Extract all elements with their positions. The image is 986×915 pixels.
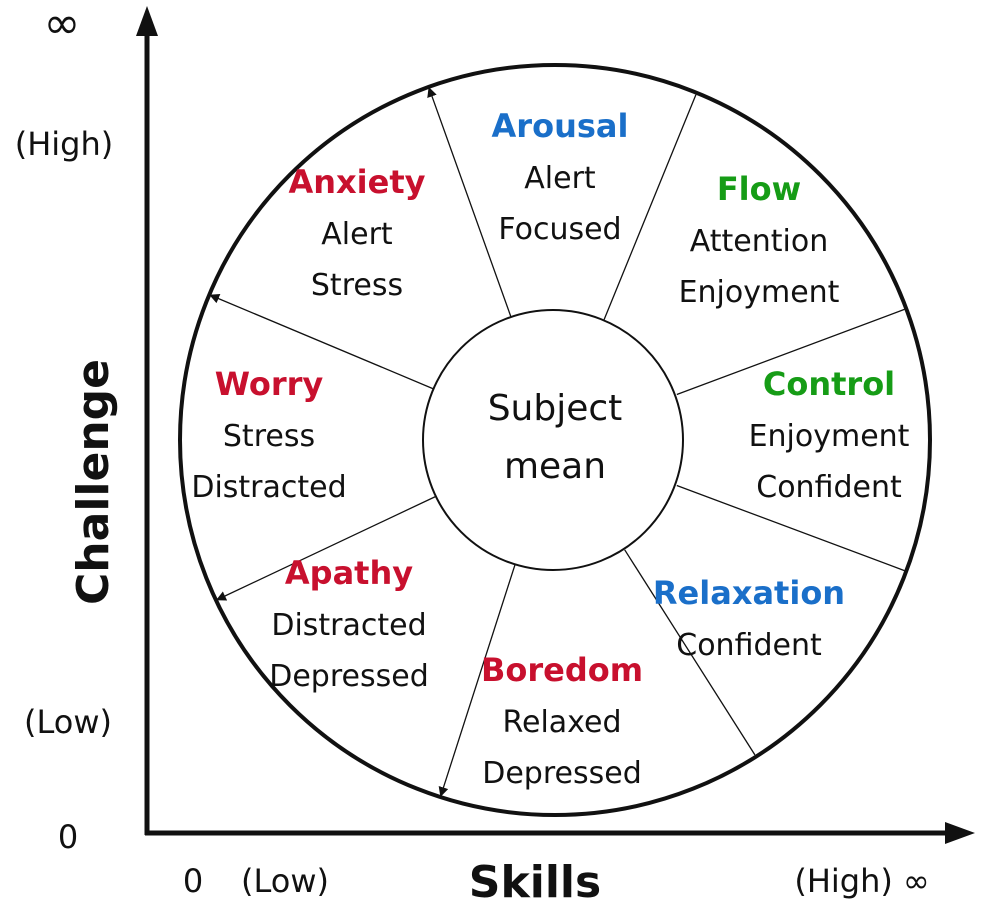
outer-circle bbox=[178, 63, 932, 817]
sector-word: Stress bbox=[223, 419, 315, 454]
sector-word: Alert bbox=[321, 217, 393, 252]
sector-divider bbox=[438, 563, 516, 798]
y-axis-arrowhead bbox=[136, 6, 158, 36]
sector-title: Relaxation bbox=[653, 574, 845, 612]
y-axis-zero-label: 0 bbox=[58, 818, 78, 856]
sector-title: Flow bbox=[717, 170, 801, 208]
sector-word: Alert bbox=[524, 161, 596, 196]
sector-divider bbox=[209, 293, 436, 391]
y-axis-infinity-label: ∞ bbox=[44, 0, 81, 49]
sector-title: Arousal bbox=[492, 107, 629, 145]
sector-divider bbox=[215, 495, 438, 601]
sector-divider bbox=[427, 86, 512, 318]
y-axis-title: Challenge bbox=[68, 359, 119, 605]
sector-word: Stress bbox=[311, 268, 403, 303]
sector-word: Distracted bbox=[191, 470, 346, 505]
sector-control: Control Enjoyment Confident bbox=[749, 365, 910, 505]
sector-title: Boredom bbox=[481, 651, 643, 689]
sector-word: Depressed bbox=[269, 659, 429, 694]
sector-divider bbox=[624, 549, 756, 756]
sector-word: Enjoyment bbox=[749, 419, 910, 454]
y-axis-low-label: (Low) bbox=[24, 703, 112, 741]
sector-word: Distracted bbox=[271, 608, 426, 643]
sector-labels: Arousal Alert Focused Flow Attention Enjoymen… bbox=[191, 107, 909, 791]
sector-title: Apathy bbox=[285, 554, 413, 592]
sector-anxiety: Anxiety Alert Stress bbox=[288, 163, 425, 303]
sector-divider bbox=[603, 94, 697, 320]
y-axis-high-label: (High) bbox=[15, 125, 114, 163]
sector-title: Anxiety bbox=[288, 163, 425, 201]
sector-word: Confident bbox=[756, 470, 902, 505]
sector-flow: Flow Attention Enjoyment bbox=[679, 170, 840, 310]
x-axis-title: Skills bbox=[469, 857, 601, 908]
x-axis-zero-label: 0 bbox=[183, 862, 203, 900]
sector-arousal: Arousal Alert Focused bbox=[492, 107, 629, 247]
x-axis-high-label: (High) ∞ bbox=[794, 862, 929, 900]
sector-relaxation: Relaxation Confident bbox=[653, 574, 845, 663]
sector-title: Control bbox=[763, 365, 895, 403]
sector-boredom: Boredom Relaxed Depressed bbox=[481, 651, 643, 791]
sector-title: Worry bbox=[215, 365, 324, 403]
sector-word: Depressed bbox=[482, 756, 642, 791]
sector-divider bbox=[676, 484, 905, 572]
sector-worry: Worry Stress Distracted bbox=[191, 365, 346, 505]
center-label-line2: mean bbox=[504, 446, 606, 487]
x-axis-arrowhead bbox=[945, 822, 975, 844]
center-circle bbox=[422, 309, 684, 571]
sector-word: Attention bbox=[690, 224, 828, 259]
x-axis-low-label: (Low) bbox=[241, 862, 329, 900]
sector-divider bbox=[676, 308, 905, 396]
sector-word: Relaxed bbox=[502, 705, 621, 740]
sector-word: Enjoyment bbox=[679, 275, 840, 310]
sector-dividers bbox=[209, 86, 905, 798]
sector-word: Confident bbox=[676, 628, 822, 663]
center-label-line1: Subject bbox=[488, 388, 623, 429]
sector-word: Focused bbox=[498, 212, 621, 247]
sector-apathy: Apathy Distracted Depressed bbox=[269, 554, 429, 694]
